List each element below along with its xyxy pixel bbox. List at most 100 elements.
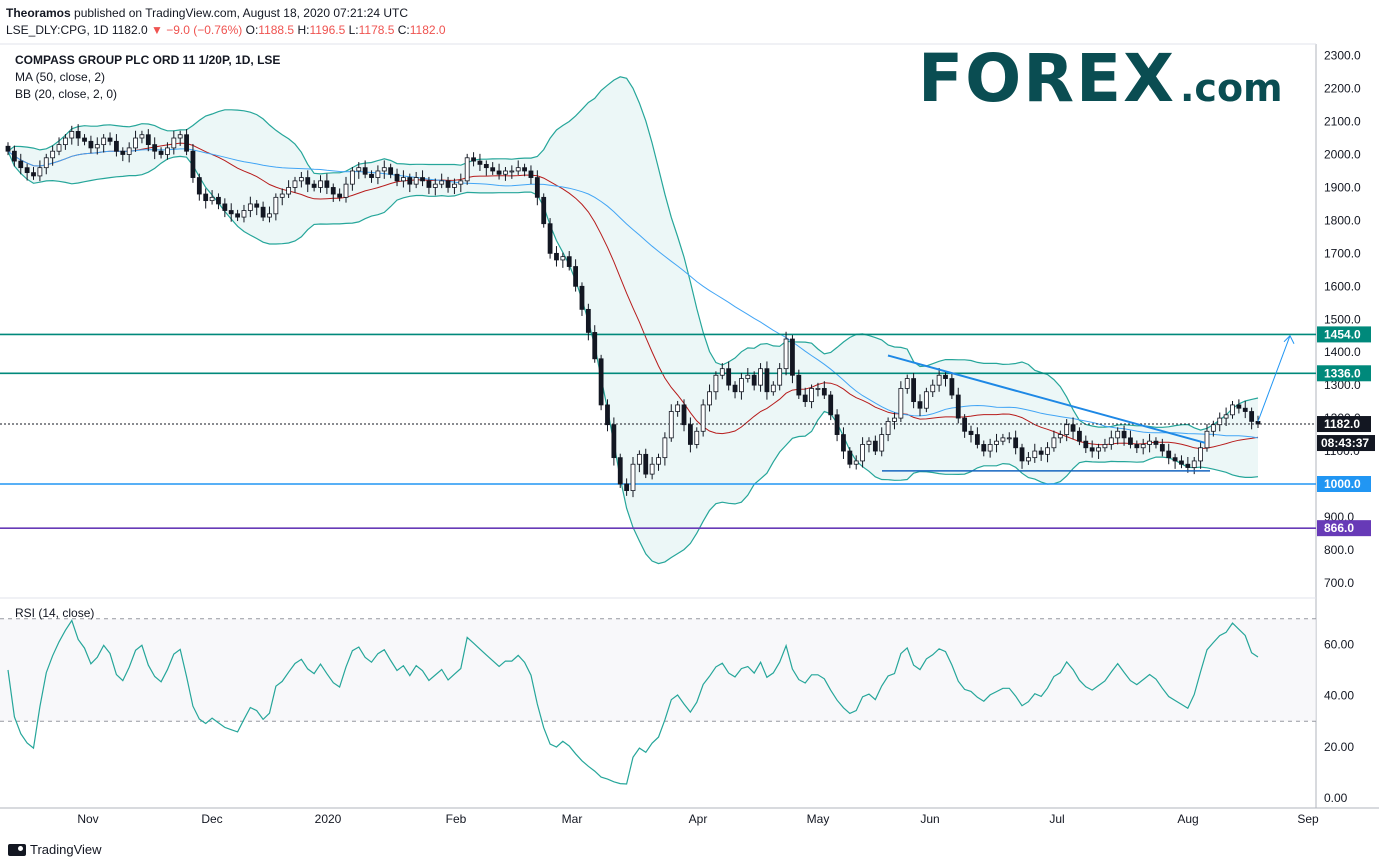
candle-body	[1153, 440, 1159, 445]
candle-body	[126, 147, 132, 155]
candle-body	[904, 378, 910, 389]
rsi-tick-label: 60.00	[1324, 637, 1354, 651]
candle-body	[1204, 430, 1210, 449]
level-label-bg	[1317, 520, 1371, 537]
price-tick-label: 2000.0	[1324, 148, 1361, 162]
candle-body	[726, 368, 732, 386]
projection-arrow-head	[1283, 334, 1295, 344]
candle-body	[133, 137, 138, 149]
legend-ma: MA (50, close, 2)	[15, 70, 106, 84]
candle-body	[1089, 447, 1095, 452]
candle-body	[579, 285, 585, 310]
candle-body	[630, 463, 636, 491]
candle-body	[432, 183, 438, 188]
candle-body	[56, 144, 62, 152]
publisher-name: Theoramos	[6, 6, 71, 20]
candle-body	[541, 196, 547, 225]
bollinger-upper	[7, 76, 1259, 431]
candle-body	[936, 374, 942, 386]
candle-body	[911, 378, 917, 403]
candle-body	[177, 134, 183, 139]
candle-body	[821, 388, 827, 396]
ohlc-line: LSE_DLY:CPG, 1D 1182.0 ▼ −9.0 (−0.76%) O…	[6, 22, 446, 38]
candle-body	[477, 160, 483, 165]
candle-body	[573, 266, 579, 287]
price-tick-label: 1300.0	[1324, 378, 1361, 392]
candle-body	[949, 378, 955, 396]
trendline-upper	[887, 354, 1206, 444]
candle-body	[796, 374, 802, 396]
time-tick-label: May	[807, 812, 830, 826]
candle-body	[764, 368, 770, 393]
logo-main: FOREX	[918, 40, 1176, 117]
candle-body	[381, 167, 387, 172]
candle-body	[62, 137, 68, 146]
candle-body	[247, 203, 253, 211]
candle-body	[235, 213, 240, 218]
candle-body	[866, 440, 872, 445]
candle-body	[267, 213, 272, 218]
candle-body	[1102, 444, 1108, 449]
candle-body	[369, 173, 374, 178]
candle-body	[668, 411, 674, 439]
rsi-band-fill	[0, 618, 1316, 722]
tradingview-label: TradingView	[30, 842, 102, 857]
candle-body	[82, 137, 87, 142]
candle-body	[120, 150, 126, 155]
candle-body	[828, 394, 834, 416]
candle-body	[101, 137, 107, 146]
time-tick-label: Nov	[77, 812, 98, 826]
candle-body	[624, 483, 630, 491]
level-label: 1454.0	[1324, 327, 1361, 341]
candle-body	[681, 404, 687, 426]
candle-body	[675, 404, 681, 412]
candle-body	[560, 256, 566, 261]
candle-body	[1166, 450, 1172, 459]
candle-body	[1096, 447, 1101, 452]
candle-body	[464, 157, 470, 182]
candle-body	[1172, 457, 1178, 462]
candle-body	[739, 378, 744, 393]
candle-body	[445, 180, 451, 188]
candle-body	[656, 457, 661, 465]
price-tick-label: 2100.0	[1324, 115, 1361, 129]
candle-body	[286, 187, 292, 195]
candle-body	[1083, 440, 1089, 449]
candle-body	[420, 177, 425, 182]
price-tick-label: 1700.0	[1324, 246, 1361, 260]
rsi-line	[7, 619, 1259, 785]
time-tick-label: Feb	[446, 812, 467, 826]
candle-body	[37, 167, 43, 177]
candle-body	[662, 437, 668, 459]
candle-body	[605, 404, 610, 426]
candle-body	[687, 424, 693, 445]
candle-body	[1198, 447, 1204, 462]
candle-body	[18, 160, 24, 169]
candle-body	[987, 444, 993, 452]
candle-body	[694, 430, 700, 445]
candle-body	[458, 180, 464, 185]
candle-body	[917, 401, 923, 409]
candle-body	[1249, 411, 1255, 422]
candle-body	[228, 210, 234, 215]
time-tick-label: Mar	[562, 812, 583, 826]
tradingview-brand[interactable]: TradingView	[8, 842, 102, 857]
candle-body	[1236, 404, 1242, 409]
projection-arrow	[1257, 335, 1291, 422]
candle-body	[1230, 404, 1235, 416]
open-value: 1188.5	[258, 23, 295, 37]
candle-body	[872, 440, 878, 452]
candle-body	[943, 374, 948, 379]
candle-body	[496, 170, 502, 175]
candle-body	[745, 374, 751, 379]
candle-body	[413, 177, 419, 185]
candle-body	[254, 203, 260, 208]
candle-body	[1134, 444, 1140, 449]
level-label-bg	[1317, 326, 1371, 343]
price-tick-label: 700.0	[1324, 576, 1354, 590]
candle-body	[452, 183, 457, 188]
candle-body	[853, 460, 859, 465]
candle-body	[171, 137, 177, 149]
legend-bb: BB (20, close, 2, 0)	[15, 87, 118, 101]
